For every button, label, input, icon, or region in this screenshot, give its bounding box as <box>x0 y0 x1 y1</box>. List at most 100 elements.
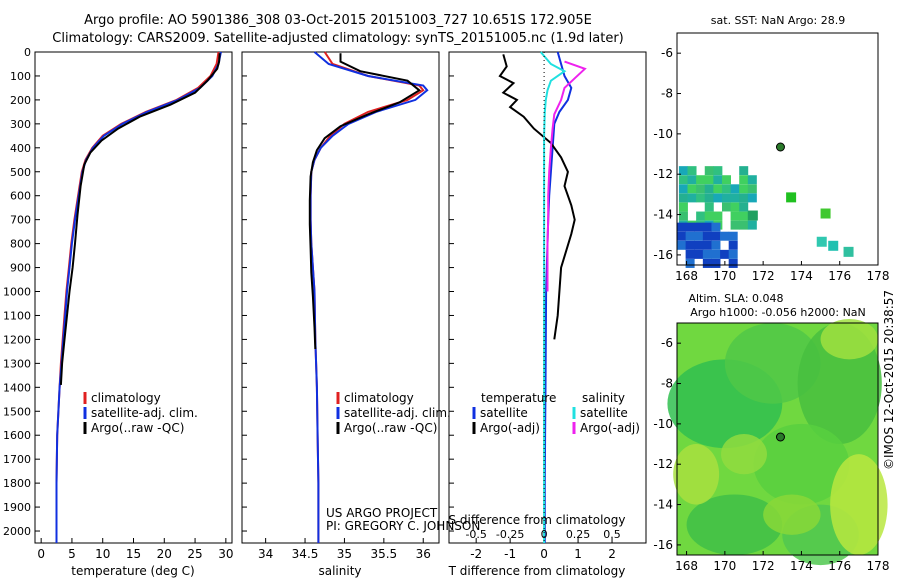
sla-patch <box>673 444 720 505</box>
map-x-tick-label: 174 <box>790 269 813 283</box>
sst-pixel <box>713 175 723 185</box>
sst-pixel <box>747 210 758 221</box>
sst-map: 168 170 172 174 176 178 -6 -8 -10 -12 -14 -16 <box>653 32 889 283</box>
header-line1: Argo profile: AO 5901386_308 03-Oct-2015… <box>84 13 592 28</box>
legend-targo-label: Argo(-adj) <box>480 421 540 435</box>
x-tick-label: 36 <box>416 547 431 561</box>
series-satellite <box>55 51 222 543</box>
y-tick-label: 1200 <box>3 333 31 346</box>
sst-pixel <box>678 193 688 203</box>
difference-panel <box>448 51 647 544</box>
sst-pixel <box>704 211 714 221</box>
sst-pixel <box>696 175 706 185</box>
sst-pixel <box>687 166 697 176</box>
sla-map: 168 170 172 174 176 178 -6 -8 -10 -12 -14 -16 <box>653 318 890 573</box>
sst-pixel <box>843 246 854 257</box>
sst-pixel <box>728 249 738 259</box>
difference-top-xlabel: S difference from climatology <box>449 513 626 527</box>
series-t-argo <box>498 54 576 340</box>
map-y-tick-label: -10 <box>653 417 673 431</box>
map-x-tick-label: 168 <box>675 559 698 573</box>
sst-pixel <box>677 222 686 232</box>
y-tick-label: 1100 <box>3 309 31 322</box>
legend-ssat-label: satellite <box>580 406 628 420</box>
legend-clim-label: climatology <box>344 391 414 405</box>
sst-pixel <box>713 211 723 221</box>
sst-pixel <box>687 175 697 185</box>
sst-pixel <box>747 175 757 185</box>
sst-pixel <box>685 249 695 259</box>
sst-pixel <box>678 211 688 221</box>
map-y-tick-label: -8 <box>661 377 673 391</box>
legend-sat-label: satellite-adj. clim. <box>91 406 198 420</box>
map-x-tick-label: 170 <box>713 269 736 283</box>
sst-pixel <box>730 220 740 230</box>
x-tick-label: 20 <box>157 547 172 561</box>
sst-pixel <box>678 184 688 194</box>
sst-pixel <box>739 166 749 176</box>
series-s-satellite <box>539 51 567 543</box>
sst-pixel <box>711 249 721 259</box>
sst-pixel <box>828 240 839 251</box>
map-x-tick-label: 178 <box>867 559 890 573</box>
sst-pixel <box>685 240 695 250</box>
y-tick-label: 500 <box>10 166 31 179</box>
legend-tsat-label: satellite <box>480 406 528 420</box>
map-y-tick-label: -8 <box>661 87 673 101</box>
map-x-tick-label: 172 <box>752 269 775 283</box>
y-tick-label: 1900 <box>3 501 31 514</box>
sla-map-title-2: Argo h1000: -0.056 h2000: NaN <box>690 306 866 319</box>
sst-pixel <box>685 258 695 268</box>
sst-pixel <box>702 222 712 232</box>
sst-pixel <box>713 166 723 176</box>
sst-pixel <box>711 231 721 241</box>
sst-pixel <box>721 202 731 212</box>
salinity-panel <box>241 51 440 544</box>
sst-pixel <box>678 166 688 176</box>
legend-argo-label: Argo(..raw -QC) <box>91 421 184 435</box>
sst-pixel <box>747 220 757 230</box>
y-tick-label: 1700 <box>3 453 31 466</box>
map-y-tick-label: -6 <box>661 46 673 60</box>
sst-pixel <box>728 231 738 241</box>
sst-pixel <box>711 240 721 250</box>
y-tick-label: 400 <box>10 142 31 155</box>
imos-stamp: ©IMOS 12-Oct-2015 20:38:57 <box>882 290 896 470</box>
sst-pixel <box>739 211 749 221</box>
sst-pixel <box>704 166 714 176</box>
map-x-tick-label: 176 <box>828 269 851 283</box>
series-satellite <box>309 51 429 543</box>
x-tick-label: 10 <box>95 547 110 561</box>
argo-location-marker <box>775 432 785 442</box>
sst-pixel <box>721 193 731 203</box>
y-tick-label: 1300 <box>3 357 31 370</box>
legend-sargo-label: Argo(-adj) <box>580 421 640 435</box>
sst-pixel <box>702 258 712 268</box>
difference-xlabel: T difference from climatology <box>448 564 626 578</box>
x-tick-label: 25 <box>187 547 202 561</box>
map-y-tick-label: -16 <box>653 248 673 262</box>
y-tick-label: 2000 <box>3 525 31 538</box>
sla-patch <box>753 423 850 505</box>
top-tick-label: 0.5 <box>603 528 621 541</box>
y-tick-label: 1500 <box>3 405 31 418</box>
y-tick-label: 100 <box>10 70 31 83</box>
sst-pixel <box>713 193 723 203</box>
y-tick-label: 1400 <box>3 381 31 394</box>
top-tick-label: 0 <box>541 528 548 541</box>
sla-patch <box>763 494 821 535</box>
legend-sat-label: satellite-adj. clim. <box>344 406 451 420</box>
sla-patch <box>724 323 821 404</box>
x-tick-label: 35 <box>337 547 352 561</box>
sst-pixel <box>739 202 749 212</box>
y-tick-label: 200 <box>10 94 31 107</box>
sst-pixel <box>685 222 695 232</box>
sst-pixel <box>694 249 704 259</box>
sla-patch <box>721 433 767 475</box>
legend-temperature-title: temperature <box>481 391 556 405</box>
sst-pixel <box>704 202 714 212</box>
map-y-tick-label: -16 <box>653 538 673 552</box>
series-climatology <box>309 51 425 543</box>
map-y-tick-label: -12 <box>653 167 673 181</box>
